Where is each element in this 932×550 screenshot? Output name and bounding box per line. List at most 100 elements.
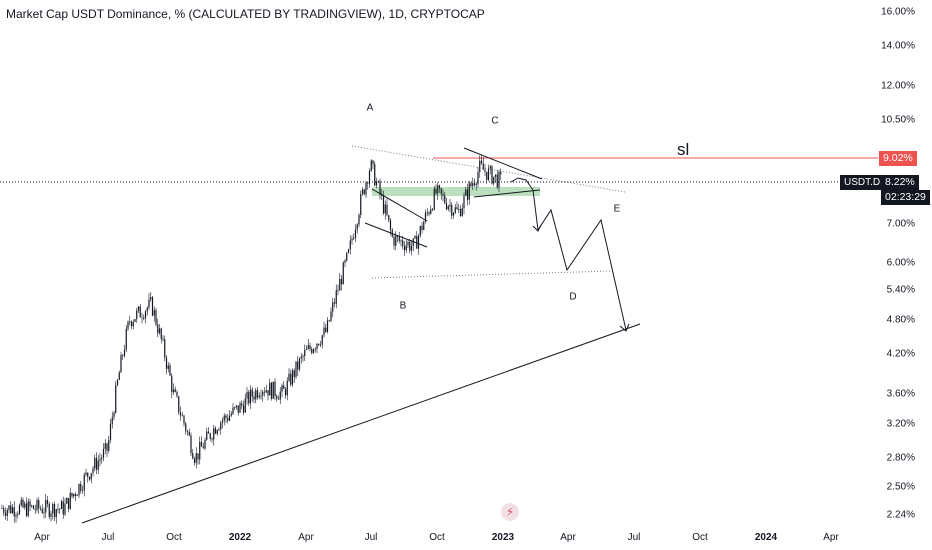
time-axis-label: Oct (166, 532, 182, 543)
stop-loss-text: sl (677, 140, 690, 159)
candle-body (498, 171, 500, 188)
candle-body (206, 431, 208, 440)
price-axis-label: 3.20% (886, 418, 915, 430)
candle-body (4, 512, 7, 516)
candle-body (321, 335, 323, 345)
candle-body (473, 183, 476, 185)
candle-body (297, 361, 299, 370)
tradingview-logo-icon[interactable]: ⚡ (501, 503, 519, 521)
candle-body (423, 221, 425, 230)
candle-body (193, 458, 196, 463)
candle-body (195, 453, 197, 463)
candle-body (484, 169, 486, 172)
candle-body (46, 499, 49, 504)
candle-body (444, 195, 446, 203)
price-axis-label: 5.40% (886, 284, 915, 296)
candle-body (108, 440, 110, 451)
candle-body (253, 396, 255, 400)
candle-body (468, 183, 470, 200)
candle-body (151, 297, 154, 316)
candle-body (269, 382, 271, 396)
price-axis-label: 16.00% (881, 6, 915, 18)
candle-body (300, 356, 302, 359)
candle-body (225, 415, 227, 419)
candle-body (304, 349, 306, 357)
candle-body (102, 448, 105, 458)
candle-body (340, 279, 343, 285)
candle-body (221, 420, 224, 423)
candle-body (305, 348, 308, 350)
candle-body (309, 345, 311, 350)
candle-body (445, 202, 448, 210)
candle-body (50, 513, 52, 517)
candle-body (293, 370, 295, 377)
candle-body (15, 515, 17, 517)
candle-body (87, 472, 89, 477)
candle-body (325, 327, 327, 332)
candle-body (276, 396, 278, 399)
candle-body (234, 407, 236, 408)
candle-body (92, 468, 94, 474)
candle-body (354, 229, 357, 238)
candle-body (339, 279, 341, 291)
candle-body (178, 396, 180, 413)
triangle-lower-line (473, 189, 541, 198)
candle-body (493, 176, 495, 184)
candle-body (48, 503, 50, 517)
candle-body (81, 490, 84, 492)
time-axis-label: Apr (298, 532, 314, 543)
candle-body (134, 319, 136, 322)
candle-body (13, 507, 15, 517)
wave-label-a: A (366, 102, 374, 114)
candle-body (143, 317, 145, 319)
candle-body (192, 453, 194, 459)
candle-body (67, 498, 70, 509)
candle-body (375, 181, 378, 186)
symbol-badge: USDT.D (840, 175, 885, 190)
candle-body (452, 212, 455, 216)
candle-body (120, 355, 122, 373)
candle-body (85, 472, 87, 475)
candle-body (125, 328, 127, 350)
candle-body (335, 290, 337, 304)
candle-body (83, 474, 85, 491)
candle-body (403, 245, 406, 251)
candle-body (466, 189, 469, 200)
long-trendline (81, 323, 641, 524)
candle-body (487, 168, 490, 180)
candle-body (489, 166, 491, 169)
candle-body (260, 395, 262, 397)
candle-body (400, 240, 402, 242)
candle-body (88, 476, 91, 480)
candle-body (456, 207, 458, 210)
candle-body (146, 307, 148, 312)
wave-label-d: D (569, 291, 577, 303)
candle-body (496, 174, 498, 188)
candle-body (27, 501, 29, 516)
candle-body (66, 498, 68, 504)
candle-body (393, 236, 395, 246)
candle-body (34, 509, 36, 510)
candle-body (470, 183, 472, 187)
candle-body (95, 457, 98, 470)
candle-body (267, 390, 269, 396)
candle-body (29, 501, 31, 507)
candle-body (412, 238, 414, 246)
candle-body (209, 433, 211, 439)
candle-body (204, 439, 206, 449)
last-price-badge: 8.22% (881, 175, 919, 190)
candle-body (185, 423, 187, 432)
candle-body (104, 443, 106, 449)
candle-body (363, 189, 365, 195)
candle-body (55, 509, 57, 518)
candle-body (213, 428, 215, 440)
candle-body (333, 302, 336, 304)
price-axis-label: 12.00% (881, 80, 915, 92)
candle-body (197, 453, 199, 460)
candle-body (311, 349, 313, 353)
candle-body (157, 324, 159, 334)
candle-body (181, 415, 183, 417)
candle-body (207, 431, 210, 434)
